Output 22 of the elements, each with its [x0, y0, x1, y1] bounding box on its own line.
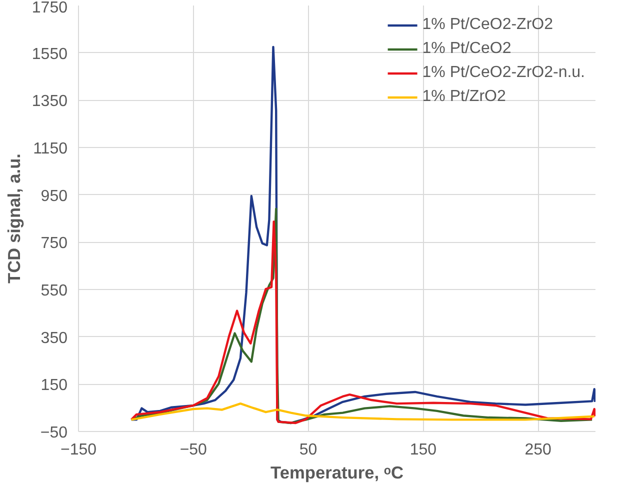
x-tick-label: −150: [60, 442, 97, 458]
x-tick-label: 50: [299, 442, 318, 458]
y-tick-label: 550: [40, 282, 68, 300]
y-tick-label: 350: [40, 330, 68, 347]
legend-label: 1% Pt/ZrO2: [422, 88, 506, 106]
legend-label: 1% Pt/CeO2-ZrO2: [422, 16, 553, 34]
x-tick-label: 250: [524, 442, 552, 458]
y-tick-label: 1750: [32, 0, 68, 16]
legend-label: 1% Pt/CeO2: [422, 40, 512, 58]
x-tick-label: 150: [410, 442, 437, 458]
legend-label: 1% Pt/CeO2-ZrO2-n.u.: [422, 64, 585, 82]
x-axis-title: Temperature, ᵒC: [270, 462, 404, 482]
y-tick-label: 950: [40, 188, 68, 205]
y-tick-label: 150: [40, 377, 68, 394]
y-tick-label: 750: [40, 235, 68, 252]
line-series: [130, 402, 596, 421]
y-tick-label: −50: [40, 424, 68, 442]
y-tick-label: 1550: [32, 46, 68, 63]
y-tick-label: 1150: [33, 140, 68, 158]
x-tick-label: −50: [180, 442, 208, 458]
y-tick-label: 1350: [32, 93, 68, 110]
y-axis-title: TCD signal, a.u.: [4, 154, 24, 284]
